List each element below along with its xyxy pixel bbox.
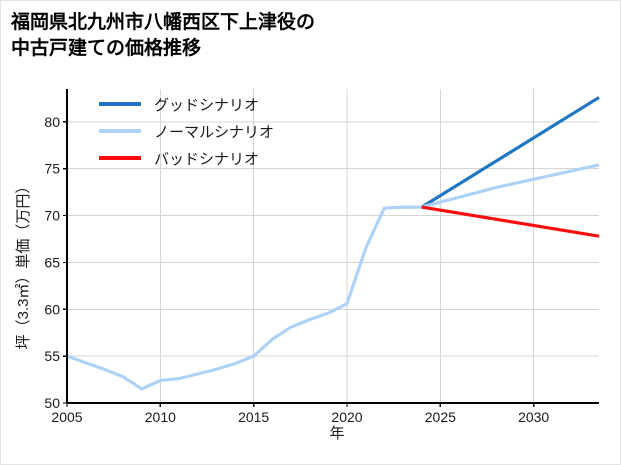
series-line-3 [421, 205, 600, 238]
x-tick-label: 2025 [425, 409, 456, 425]
y-tick-label: 50 [44, 395, 60, 411]
x-tick-label: 2020 [331, 409, 362, 425]
series-line-2 [66, 163, 600, 391]
y-tick-label: 80 [44, 114, 60, 130]
legend-label-1: グッドシナリオ [154, 97, 259, 114]
x-tick-label: 2010 [145, 409, 176, 425]
legend-label-2: ノーマルシナリオ [154, 124, 274, 141]
axes-group [66, 89, 599, 404]
y-tick-label: 70 [44, 208, 60, 224]
x-tick-label: 2005 [51, 409, 82, 425]
y-tick-label: 65 [44, 254, 60, 270]
y-tick-label: 55 [44, 348, 60, 364]
tick-labels-group: 50 55 60 65 70 75 80 2005 2010 2015 2020 2025 2030 [44, 114, 549, 425]
gridlines-group [67, 89, 599, 403]
x-tick-label: 2030 [518, 409, 549, 425]
series-line-1 [420, 96, 600, 209]
series-group [66, 96, 600, 391]
y-axis-title: 坪（3.3㎡）単価（万円） [15, 179, 32, 350]
x-tick-label: 2015 [238, 409, 269, 425]
y-tick-label: 60 [44, 301, 60, 317]
x-axis-title: 年 [329, 425, 344, 442]
legend-label-3: バッドシナリオ [154, 151, 259, 168]
chart-title: 福岡県北九州市八幡西区下上津役の 中古戸建ての価格推移 [11, 12, 316, 59]
y-tick-label: 75 [44, 161, 60, 177]
